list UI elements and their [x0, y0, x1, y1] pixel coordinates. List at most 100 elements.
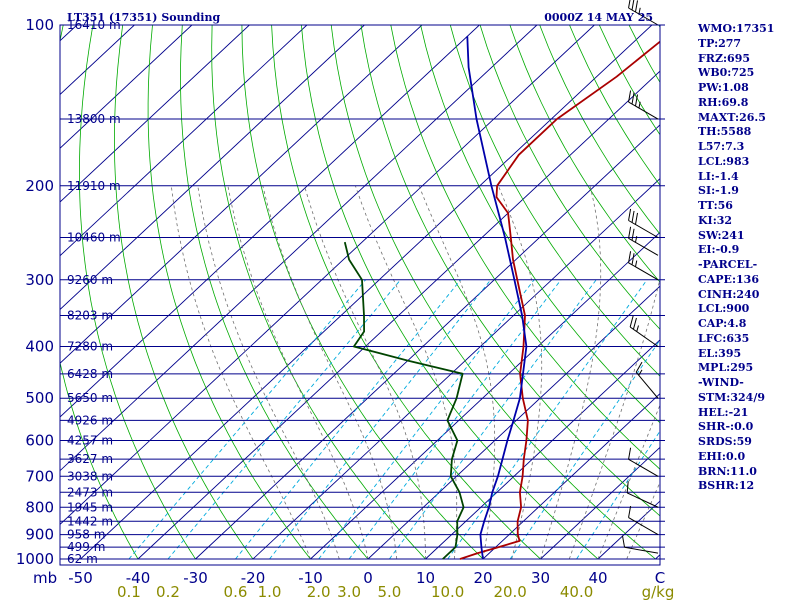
wind-barb-flag	[621, 535, 626, 548]
mixing-ratio-line	[509, 339, 660, 560]
wind-barb-staff	[628, 458, 659, 477]
wind-barb	[626, 481, 659, 508]
height-label: 4257 m	[67, 434, 113, 448]
wind-barb-flag	[638, 101, 641, 109]
moist-adiabat-line	[197, 185, 340, 560]
index-item: WB0:725	[698, 66, 755, 80]
wind-barb	[635, 361, 659, 399]
height-label: 9260 m	[67, 273, 113, 287]
mixing-ratio-tick-label: 0.6	[224, 583, 248, 600]
wind-barb-staff	[635, 371, 659, 399]
pressure-label: 900	[25, 526, 54, 544]
index-item: TH:5588	[698, 125, 752, 139]
wind-barb	[628, 90, 659, 120]
dewpoint-trace	[343, 241, 465, 560]
mixing-ratio-tick-label: 2.0	[307, 583, 331, 600]
dry-adiabat-line	[114, 25, 254, 560]
wind-barb-flag	[628, 0, 631, 9]
index-item: CAP:4.8	[698, 317, 747, 330]
index-item: SW:241	[698, 228, 745, 242]
height-label: 8203 m	[67, 309, 113, 323]
isotherm-line	[60, 25, 193, 149]
wind-barb-flag	[631, 228, 635, 241]
index-item: LCL:900	[698, 302, 750, 316]
wind-barb	[621, 535, 659, 554]
wind-barb-flag	[628, 208, 632, 221]
wind-barb-flag	[631, 210, 635, 223]
moist-adiabat-line	[626, 481, 660, 560]
index-item: CAPE:136	[698, 272, 759, 286]
mixing-ratio-tick-label: 3.0	[337, 583, 361, 600]
temperature-tick-label: 0	[363, 569, 373, 587]
plot-frame	[59, 24, 661, 566]
pressure-unit-label: mb	[33, 569, 57, 587]
mixing-ratio-line	[318, 279, 535, 560]
temperature-tick-label: 20	[473, 569, 492, 587]
mixing-ratio-line	[128, 279, 366, 560]
isotherm-line	[60, 25, 423, 364]
wind-barb-flag	[631, 0, 635, 11]
height-label: 3038 m	[67, 469, 113, 483]
index-item: SI:-1.9	[698, 184, 739, 198]
wind-barb-flag	[638, 369, 643, 376]
index-item: BSHR:12	[698, 479, 755, 493]
wind-barb-staff	[629, 326, 659, 347]
temperature-tick-label: 10	[416, 569, 435, 587]
wind-barb	[628, 0, 659, 26]
index-item: STM:324/9	[698, 390, 765, 404]
isotherm-line	[310, 231, 660, 560]
wind-barb	[628, 251, 659, 281]
pressure-label: 700	[25, 467, 54, 485]
wind-barb-flag	[634, 0, 639, 13]
wind-barb-staff	[628, 237, 659, 256]
isotherm-line	[60, 25, 250, 203]
wind-barb-flag	[634, 236, 638, 243]
wind-barb-flag	[628, 90, 632, 103]
index-item: PW:1.08	[698, 81, 749, 94]
isotherm-line	[252, 178, 660, 560]
index-item: HEL:-21	[698, 405, 749, 419]
isotherm-line	[137, 70, 660, 560]
height-label: 10460 m	[67, 230, 121, 244]
pressure-label: 1000	[16, 550, 54, 568]
dry-adiabat-line	[778, 25, 800, 559]
wind-barb	[629, 315, 659, 347]
wind-barb-flag	[634, 260, 638, 267]
mixing-ratio-tick-label: 5.0	[377, 583, 401, 600]
isotherm-line	[60, 25, 308, 257]
wind-barb-flag	[629, 315, 634, 328]
height-labels: 16410 m 13800 m 11910 m 10460 m 9260 m 8203 m…	[67, 18, 121, 566]
index-item: LCL:983	[698, 154, 750, 168]
stability-indices-list: WMO:17351 TP:277 FRZ:695 WB0:725 PW:1.08 RH:6…	[698, 22, 774, 494]
mixing-ratio-tick-label: 1.0	[258, 583, 282, 600]
pressure-label: 500	[25, 389, 54, 407]
index-item: KI:32	[698, 213, 733, 227]
wind-barb-flag	[628, 226, 632, 239]
temperature-tick-label: -10	[298, 569, 323, 587]
dry-adiabat-line	[301, 25, 599, 560]
mixing-ratio-line	[235, 279, 461, 560]
valid-time: 0000Z 14 MAY 25	[544, 11, 653, 24]
height-label: 7280 m	[67, 340, 113, 354]
wind-barb	[628, 226, 659, 256]
temperature-tick-label: -50	[68, 569, 93, 587]
mixing-ratio-unit-label: g/kg	[642, 583, 675, 600]
index-item: LI:-1.4	[698, 169, 739, 183]
wind-barb-staff	[628, 262, 659, 281]
index-item: LFC:635	[698, 331, 750, 345]
wind-barb	[628, 505, 659, 535]
pressure-label: 800	[25, 498, 54, 516]
isotherm-line	[60, 25, 538, 472]
isotherm-line	[482, 392, 660, 560]
isotherm-line	[540, 446, 660, 560]
isotherm-line	[425, 339, 660, 560]
wind-barb-flag	[634, 94, 639, 107]
isotherm-line	[195, 124, 660, 560]
wind-barb-flag	[632, 317, 637, 330]
index-item: TT:56	[698, 199, 733, 212]
wind-barb-flag	[635, 361, 643, 373]
mixing-ratio-tick-label: 0.2	[156, 583, 180, 600]
temperature-tick-label: 40	[588, 569, 607, 587]
